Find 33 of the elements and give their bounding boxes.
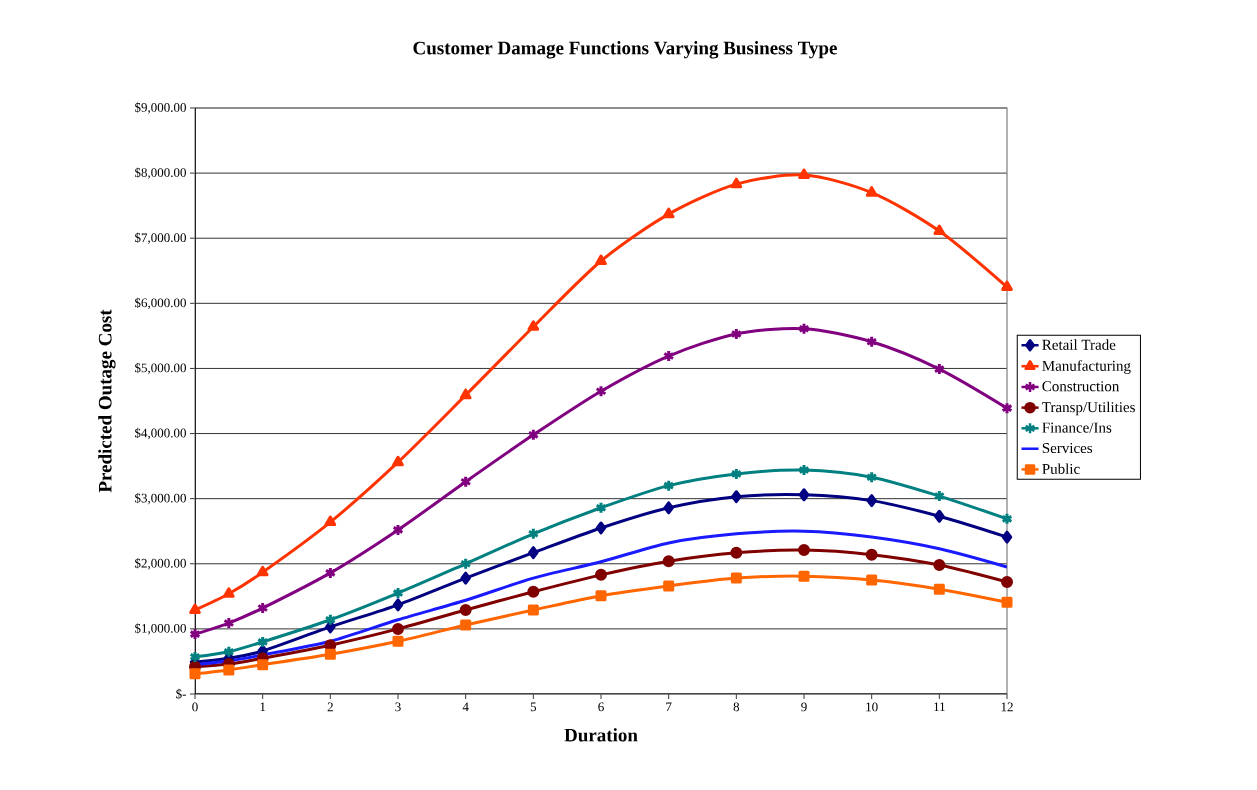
x-tick-label: 11 [934, 702, 945, 712]
x-tick-label: 3 [395, 702, 401, 712]
y-tick-label: $1,000.00 [135, 623, 186, 635]
y-axis-title: Predicted Outage Cost [98, 309, 116, 493]
y-tick-label: $6,000.00 [135, 297, 186, 310]
x-tick-label: 10 [866, 702, 878, 712]
legend-label: Manufacturing [1042, 360, 1131, 374]
x-tick-label: 0 [192, 702, 198, 712]
legend-label: Services [1042, 443, 1093, 454]
legend-label: Retail Trade [1042, 339, 1116, 350]
x-axis-title: Duration [564, 728, 638, 742]
y-tick-label: $3,000.00 [135, 492, 186, 505]
x-tick-label: 4 [462, 702, 469, 712]
y-tick-label: $9,000.00 [135, 102, 186, 114]
x-tick-label: 5 [530, 702, 537, 712]
legend-label: Construction [1042, 381, 1120, 392]
x-tick-label: 6 [598, 702, 604, 712]
chart-title: Customer Damage Functions Varying Business Type [413, 41, 837, 59]
x-tick-label: 2 [327, 702, 333, 712]
legend-label: Finance/Ins [1042, 422, 1112, 433]
x-tick-label: 7 [666, 702, 672, 712]
y-tick-label: $2,000.00 [135, 558, 186, 570]
y-tick-label: $8,000.00 [135, 167, 186, 179]
y-tick-label: $4,000.00 [135, 427, 186, 440]
legend-label: Transp/Utilities [1042, 401, 1135, 416]
y-tick-label: $7,000.00 [135, 232, 186, 244]
legend-label: Public [1042, 463, 1080, 474]
x-tick-label: 9 [801, 702, 807, 712]
y-tick-label: $- [176, 688, 186, 700]
x-tick-label: 12 [1001, 702, 1013, 712]
x-tick-label: 1 [260, 702, 266, 712]
y-tick-label: $5,000.00 [135, 362, 186, 375]
x-tick-label: 8 [733, 702, 740, 712]
